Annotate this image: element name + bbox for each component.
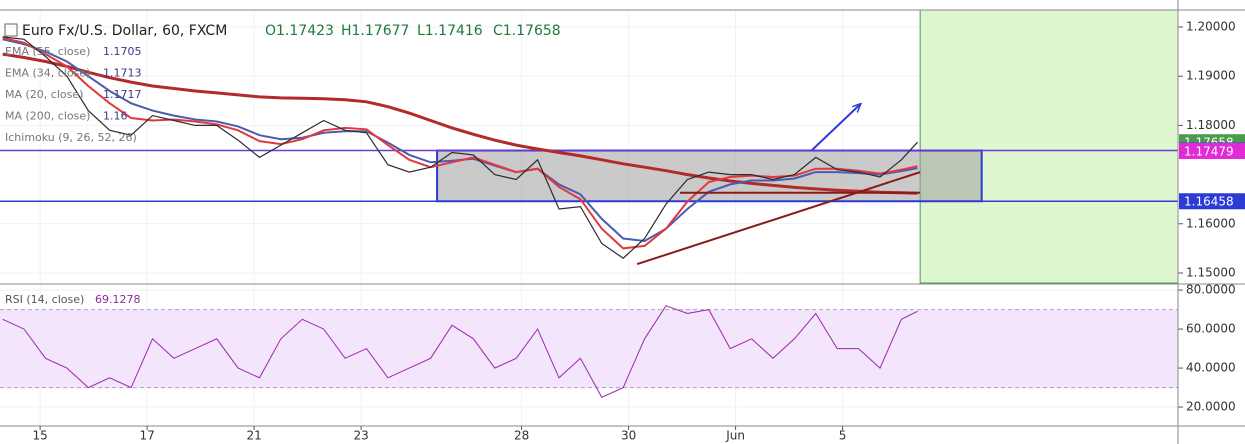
legend-value: 1.1717 [103,88,142,101]
series-line [2,305,918,398]
x-tick-label: 28 [514,429,529,443]
legend-name: EMA (55, close) [5,45,90,58]
y-tick-label: 80.0000 [1186,283,1236,297]
y-tick-label: 60.0000 [1186,322,1236,336]
series-line [2,36,918,250]
x-tick-label: 30 [621,429,636,443]
rsi-title: RSI (14, close) [5,293,84,306]
series-line [2,52,918,195]
x-tick-label: 5 [839,429,847,443]
legend-value: 1.16 [103,110,128,123]
legend-value: 1.1705 [103,45,142,58]
ohlc-value: H1.17677 [341,23,409,39]
y-tick-label: 1.15000 [1186,265,1236,279]
legend-name: MA (200, close) [5,110,90,123]
series-line [2,36,918,259]
arrow-line [811,104,860,151]
y-tick-label: 1.18000 [1186,118,1236,132]
ohlc-value: O1.17423 [265,23,334,39]
rsi-band [0,309,1178,388]
legend-name: Ichimoku (9, 26, 52, 26) [5,131,137,144]
y-tick-label: 40.0000 [1186,361,1236,375]
ohlc-value: C1.17658 [493,23,561,39]
y-tick-label: 1.19000 [1186,69,1236,83]
y-tick-label: 1.16000 [1186,216,1236,230]
y-tick-label: 20.0000 [1186,400,1236,414]
x-tick-label: 23 [353,429,368,443]
trend-line [636,171,921,266]
y-tick-label: 1.20000 [1186,20,1236,34]
symbol-icon [4,23,18,37]
rsi-value: 69.1278 [95,293,141,306]
chart-title: Euro Fx/U.S. Dollar, 60, FXCM [22,23,227,39]
price-label: 1.17479 [1184,145,1234,159]
legend-name: EMA (34, close) [5,67,90,80]
legend-name: MA (20, close) [5,88,83,101]
x-tick-label: 15 [32,429,47,443]
price-label: 1.16458 [1184,195,1234,209]
price-label-bg [1179,193,1245,210]
x-tick-label: Jun [725,429,745,443]
x-tick-label: 21 [246,429,261,443]
ohlc-value: L1.17416 [417,23,483,39]
legend-value: 1.1713 [103,67,142,80]
x-tick-label: 17 [139,429,154,443]
forecast-zone [919,9,1179,284]
price-label-bg [1179,143,1245,160]
